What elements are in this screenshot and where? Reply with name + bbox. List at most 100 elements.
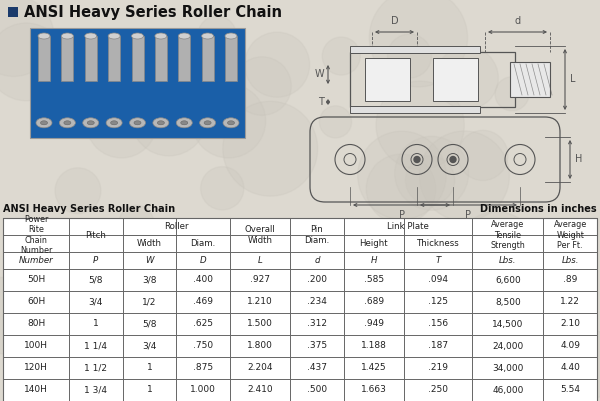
Text: .625: .625 — [193, 320, 213, 328]
Circle shape — [198, 16, 236, 54]
Text: .187: .187 — [428, 342, 448, 350]
Text: .949: .949 — [364, 320, 384, 328]
Text: 1.22: 1.22 — [560, 298, 580, 306]
Text: Pin
Diam.: Pin Diam. — [304, 225, 329, 245]
Text: Power
Rite
Chain
Number: Power Rite Chain Number — [20, 215, 52, 255]
Text: 100H: 100H — [24, 342, 48, 350]
Text: 24,000: 24,000 — [492, 342, 523, 350]
Circle shape — [458, 130, 508, 180]
Bar — [350, 52, 515, 107]
Text: .875: .875 — [193, 363, 213, 373]
Text: P: P — [93, 256, 98, 265]
Text: .250: .250 — [428, 385, 448, 395]
Text: 8,500: 8,500 — [495, 298, 521, 306]
Bar — [30, 28, 245, 138]
Text: 14,500: 14,500 — [492, 320, 523, 328]
Text: Overall
Width: Overall Width — [245, 225, 275, 245]
Text: 2.204: 2.204 — [247, 363, 273, 373]
Text: 50H: 50H — [27, 275, 45, 284]
Circle shape — [538, 325, 600, 401]
Text: 1 1/4: 1 1/4 — [85, 342, 107, 350]
Text: 1.425: 1.425 — [361, 363, 386, 373]
Circle shape — [0, 277, 43, 354]
Ellipse shape — [176, 118, 192, 128]
Circle shape — [200, 167, 244, 210]
Circle shape — [223, 101, 317, 196]
Text: 46,000: 46,000 — [492, 385, 523, 395]
Text: 1.000: 1.000 — [190, 385, 216, 395]
Text: 1.188: 1.188 — [361, 342, 387, 350]
Circle shape — [296, 276, 373, 352]
Text: W: W — [314, 69, 324, 79]
Text: 140H: 140H — [24, 385, 48, 395]
Text: 5.54: 5.54 — [560, 385, 580, 395]
Circle shape — [388, 34, 431, 78]
Text: 5/8: 5/8 — [142, 320, 157, 328]
Text: d: d — [314, 256, 320, 265]
Circle shape — [419, 131, 509, 221]
Text: d: d — [514, 16, 521, 26]
Text: Width: Width — [137, 239, 162, 248]
Circle shape — [86, 87, 157, 158]
Text: Thickness: Thickness — [416, 239, 460, 248]
Text: 4.40: 4.40 — [560, 363, 580, 373]
Bar — [433, 58, 478, 101]
Circle shape — [117, 346, 202, 401]
Circle shape — [223, 306, 265, 347]
Ellipse shape — [108, 33, 120, 39]
Ellipse shape — [85, 33, 97, 39]
Text: 1: 1 — [146, 385, 152, 395]
Circle shape — [55, 168, 101, 214]
Bar — [350, 106, 480, 113]
Text: L: L — [570, 75, 575, 85]
Circle shape — [319, 106, 352, 138]
Text: .312: .312 — [307, 320, 327, 328]
Text: 6,600: 6,600 — [495, 275, 521, 284]
Text: .400: .400 — [193, 275, 213, 284]
Ellipse shape — [36, 118, 52, 128]
Circle shape — [369, 0, 467, 87]
Circle shape — [414, 156, 420, 162]
Bar — [131, 36, 143, 81]
Circle shape — [395, 136, 469, 210]
Text: 1.210: 1.210 — [247, 298, 273, 306]
Text: .156: .156 — [428, 320, 448, 328]
Ellipse shape — [131, 33, 143, 39]
Text: 80H: 80H — [27, 320, 45, 328]
Text: H: H — [371, 256, 377, 265]
Circle shape — [358, 131, 446, 219]
Circle shape — [455, 212, 538, 295]
Circle shape — [436, 47, 499, 109]
Circle shape — [406, 156, 455, 205]
Text: 3/4: 3/4 — [89, 298, 103, 306]
Ellipse shape — [59, 118, 76, 128]
Circle shape — [65, 302, 148, 385]
Text: P: P — [466, 210, 472, 220]
Text: 4.09: 4.09 — [560, 342, 580, 350]
Circle shape — [0, 0, 54, 77]
Text: 1/2: 1/2 — [142, 298, 157, 306]
Ellipse shape — [204, 121, 211, 125]
Text: .500: .500 — [307, 385, 327, 395]
Circle shape — [421, 362, 473, 401]
Ellipse shape — [202, 33, 214, 39]
Text: D: D — [200, 256, 206, 265]
Circle shape — [166, 343, 259, 401]
Text: T: T — [436, 256, 440, 265]
Text: Height: Height — [359, 239, 388, 248]
Text: .234: .234 — [307, 298, 327, 306]
Ellipse shape — [181, 121, 188, 125]
Text: .750: .750 — [193, 342, 213, 350]
Text: Pitch: Pitch — [85, 231, 106, 239]
Bar — [225, 36, 237, 81]
Text: .125: .125 — [428, 298, 448, 306]
Circle shape — [119, 205, 154, 240]
Text: 1.500: 1.500 — [247, 320, 273, 328]
Circle shape — [450, 156, 456, 162]
Text: D: D — [391, 16, 398, 26]
Text: .375: .375 — [307, 342, 327, 350]
Ellipse shape — [153, 118, 169, 128]
Text: .219: .219 — [428, 363, 448, 373]
Circle shape — [425, 220, 493, 289]
Circle shape — [356, 300, 417, 360]
